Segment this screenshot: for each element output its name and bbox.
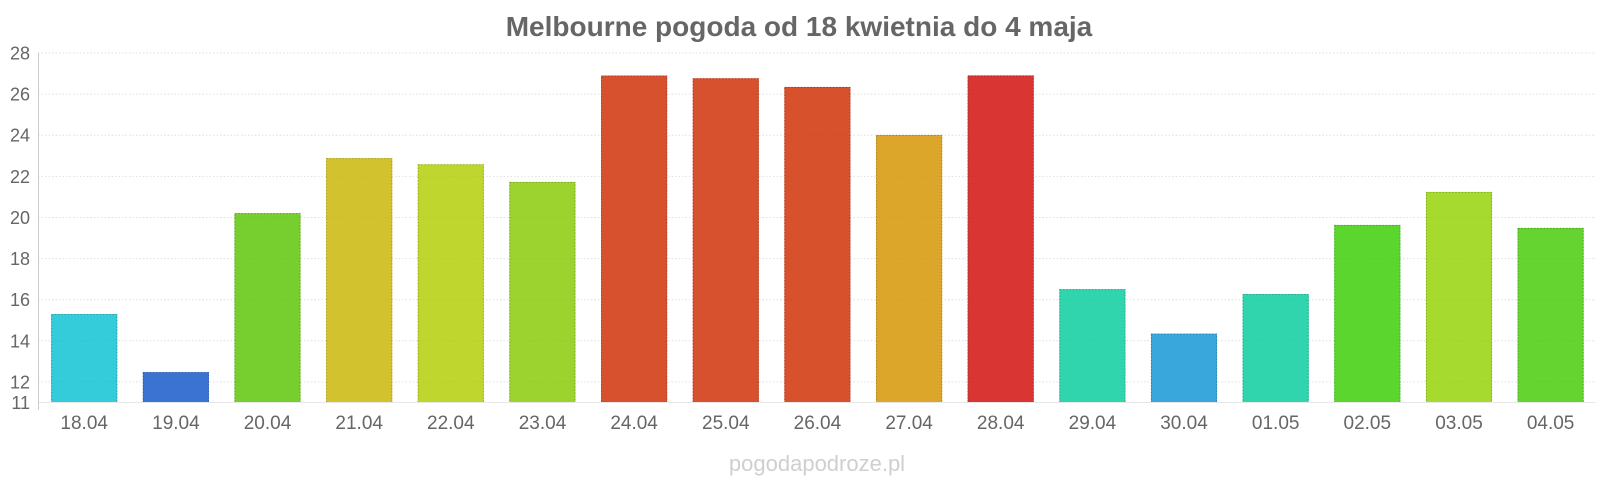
svg-text:Melbourne pogoda od 18 kwietni: Melbourne pogoda od 18 kwietnia do 4 maj… — [506, 11, 1093, 42]
svg-text:16: 16 — [10, 290, 30, 310]
svg-text:22.04: 22.04 — [427, 413, 475, 434]
svg-text:pogodapodroze.pl: pogodapodroze.pl — [729, 451, 905, 476]
svg-text:11: 11 — [11, 393, 30, 413]
svg-text:20.04: 20.04 — [244, 413, 292, 434]
svg-text:25.04: 25.04 — [702, 413, 750, 434]
svg-text:18: 18 — [10, 249, 30, 269]
svg-text:12: 12 — [10, 372, 30, 392]
svg-text:28.04: 28.04 — [977, 413, 1025, 434]
svg-text:30.04: 30.04 — [1160, 413, 1208, 434]
svg-text:22: 22 — [10, 167, 30, 187]
svg-text:18.04: 18.04 — [60, 413, 108, 434]
svg-text:29.04: 29.04 — [1069, 413, 1117, 434]
svg-text:19.04: 19.04 — [152, 413, 200, 434]
svg-text:20: 20 — [10, 208, 30, 228]
svg-text:24: 24 — [10, 126, 30, 146]
svg-text:14: 14 — [10, 331, 30, 351]
svg-text:26: 26 — [10, 85, 30, 105]
svg-text:03.05: 03.05 — [1435, 413, 1483, 434]
svg-text:28: 28 — [10, 44, 30, 64]
svg-text:02.05: 02.05 — [1344, 413, 1392, 434]
svg-text:26.04: 26.04 — [794, 413, 842, 434]
svg-text:27.04: 27.04 — [885, 413, 933, 434]
svg-text:21.04: 21.04 — [335, 413, 383, 434]
svg-text:24.04: 24.04 — [610, 413, 658, 434]
svg-text:01.05: 01.05 — [1252, 413, 1300, 434]
svg-text:23.04: 23.04 — [519, 413, 567, 434]
svg-text:04.05: 04.05 — [1527, 413, 1575, 434]
